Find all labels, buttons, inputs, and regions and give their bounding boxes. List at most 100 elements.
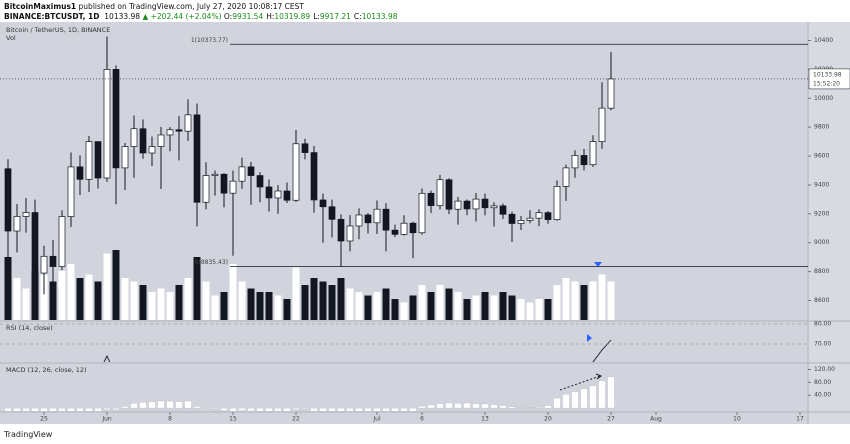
volume-bar: [301, 285, 309, 320]
candle-body: [598, 107, 606, 142]
volume-bar: [31, 271, 39, 320]
last-price-label: 10133.98: [813, 71, 842, 78]
countdown: 15:52:20: [813, 80, 840, 87]
volume-bar: [580, 285, 588, 320]
volume-bar: [553, 285, 561, 320]
volume-bar: [463, 299, 471, 320]
volume-bar: [274, 295, 282, 320]
macd-bar: [481, 403, 489, 409]
macd-bar: [535, 406, 543, 409]
fib-label: 1(10373.77): [191, 37, 228, 44]
x-tick-label: 10: [733, 416, 741, 423]
candle-body: [562, 167, 570, 187]
volume-bar: [202, 281, 210, 320]
volume-bar: [310, 278, 318, 320]
macd-bar: [544, 405, 552, 409]
volume-bar: [58, 271, 66, 320]
candle-body: [13, 216, 21, 232]
volume-bar: [526, 302, 534, 320]
candle-body: [85, 141, 93, 180]
volume-bar: [508, 295, 516, 320]
volume-label: Vol: [6, 34, 16, 42]
header: BitcoinMaximus1 published on TradingView…: [4, 2, 400, 22]
x-tick-label: 15: [229, 416, 237, 423]
macd-bar: [562, 394, 570, 409]
y-tick-label: 9000: [814, 239, 829, 246]
macd-bar: [175, 401, 183, 409]
macd-bar: [580, 388, 588, 409]
candle-body: [283, 190, 291, 201]
volume-bar: [229, 264, 237, 320]
candle-body: [526, 217, 534, 221]
candle-body: [265, 186, 273, 199]
macd-bar: [220, 407, 228, 411]
candle-body: [22, 212, 30, 217]
macd-bar: [256, 407, 264, 411]
macd-bar: [157, 400, 165, 409]
candle-body: [364, 214, 372, 224]
ohlc-value: 10133.98: [361, 12, 398, 21]
candle-body: [94, 141, 102, 179]
macd-bar: [58, 407, 66, 411]
volume-bar: [373, 292, 381, 320]
candle-body: [571, 155, 579, 169]
macd-bar: [211, 407, 219, 410]
volume-bar: [517, 299, 525, 320]
volume-bar: [607, 281, 615, 320]
volume-bar: [445, 288, 453, 320]
volume-bar: [499, 292, 507, 320]
candle-body: [238, 166, 246, 182]
candle-body: [139, 128, 147, 154]
candle-body: [337, 218, 345, 242]
volume-bar: [85, 274, 93, 320]
macd-bar: [85, 407, 93, 411]
candle-body: [553, 186, 561, 220]
macd-bar: [319, 407, 327, 411]
ohlc-label: H:: [266, 12, 275, 21]
volume-bar: [157, 288, 165, 320]
candle-body: [121, 146, 129, 169]
volume-bar: [139, 285, 147, 320]
macd-bar: [355, 407, 363, 411]
candle-body: [112, 69, 120, 169]
candle-body: [67, 166, 75, 217]
macd-bar: [238, 407, 246, 411]
macd-bar: [391, 407, 399, 411]
volume-bar: [112, 250, 120, 320]
candle-body: [400, 222, 408, 235]
volume-bar: [211, 295, 219, 320]
y-tick-label: 9200: [814, 210, 829, 217]
macd-bar: [517, 407, 525, 409]
volume-bar: [427, 292, 435, 320]
rsi-pane: [103, 339, 612, 362]
macd-bar: [337, 407, 345, 411]
macd-bar: [184, 400, 192, 409]
macd-bar: [292, 407, 300, 410]
candle-body: [247, 166, 255, 176]
macd-bar: [499, 405, 507, 409]
volume-bar: [13, 278, 21, 320]
volume-bar: [193, 257, 201, 320]
y-tick-label: 10000: [814, 95, 833, 102]
x-tick-label: 8: [168, 416, 172, 423]
author: BitcoinMaximus1: [4, 2, 77, 11]
volume-bar: [436, 285, 444, 320]
volume-bar: [40, 274, 48, 320]
volume-bar: [256, 292, 264, 320]
trend-arrow-head: [595, 373, 603, 380]
macd-bar: [508, 406, 516, 409]
volume-bar: [319, 281, 327, 320]
x-tick-label: 17: [796, 416, 804, 423]
volume-bar: [598, 274, 606, 320]
candle-body: [508, 213, 516, 224]
macd-bar: [301, 407, 309, 410]
candle-body: [193, 114, 201, 203]
x-tick-label: 6: [420, 416, 424, 423]
ohlc-value: 9917.21: [319, 12, 351, 21]
last-price-box: [808, 68, 850, 90]
candle-body: [436, 179, 444, 206]
macd-pane: [4, 376, 615, 411]
macd-bar: [229, 407, 237, 411]
